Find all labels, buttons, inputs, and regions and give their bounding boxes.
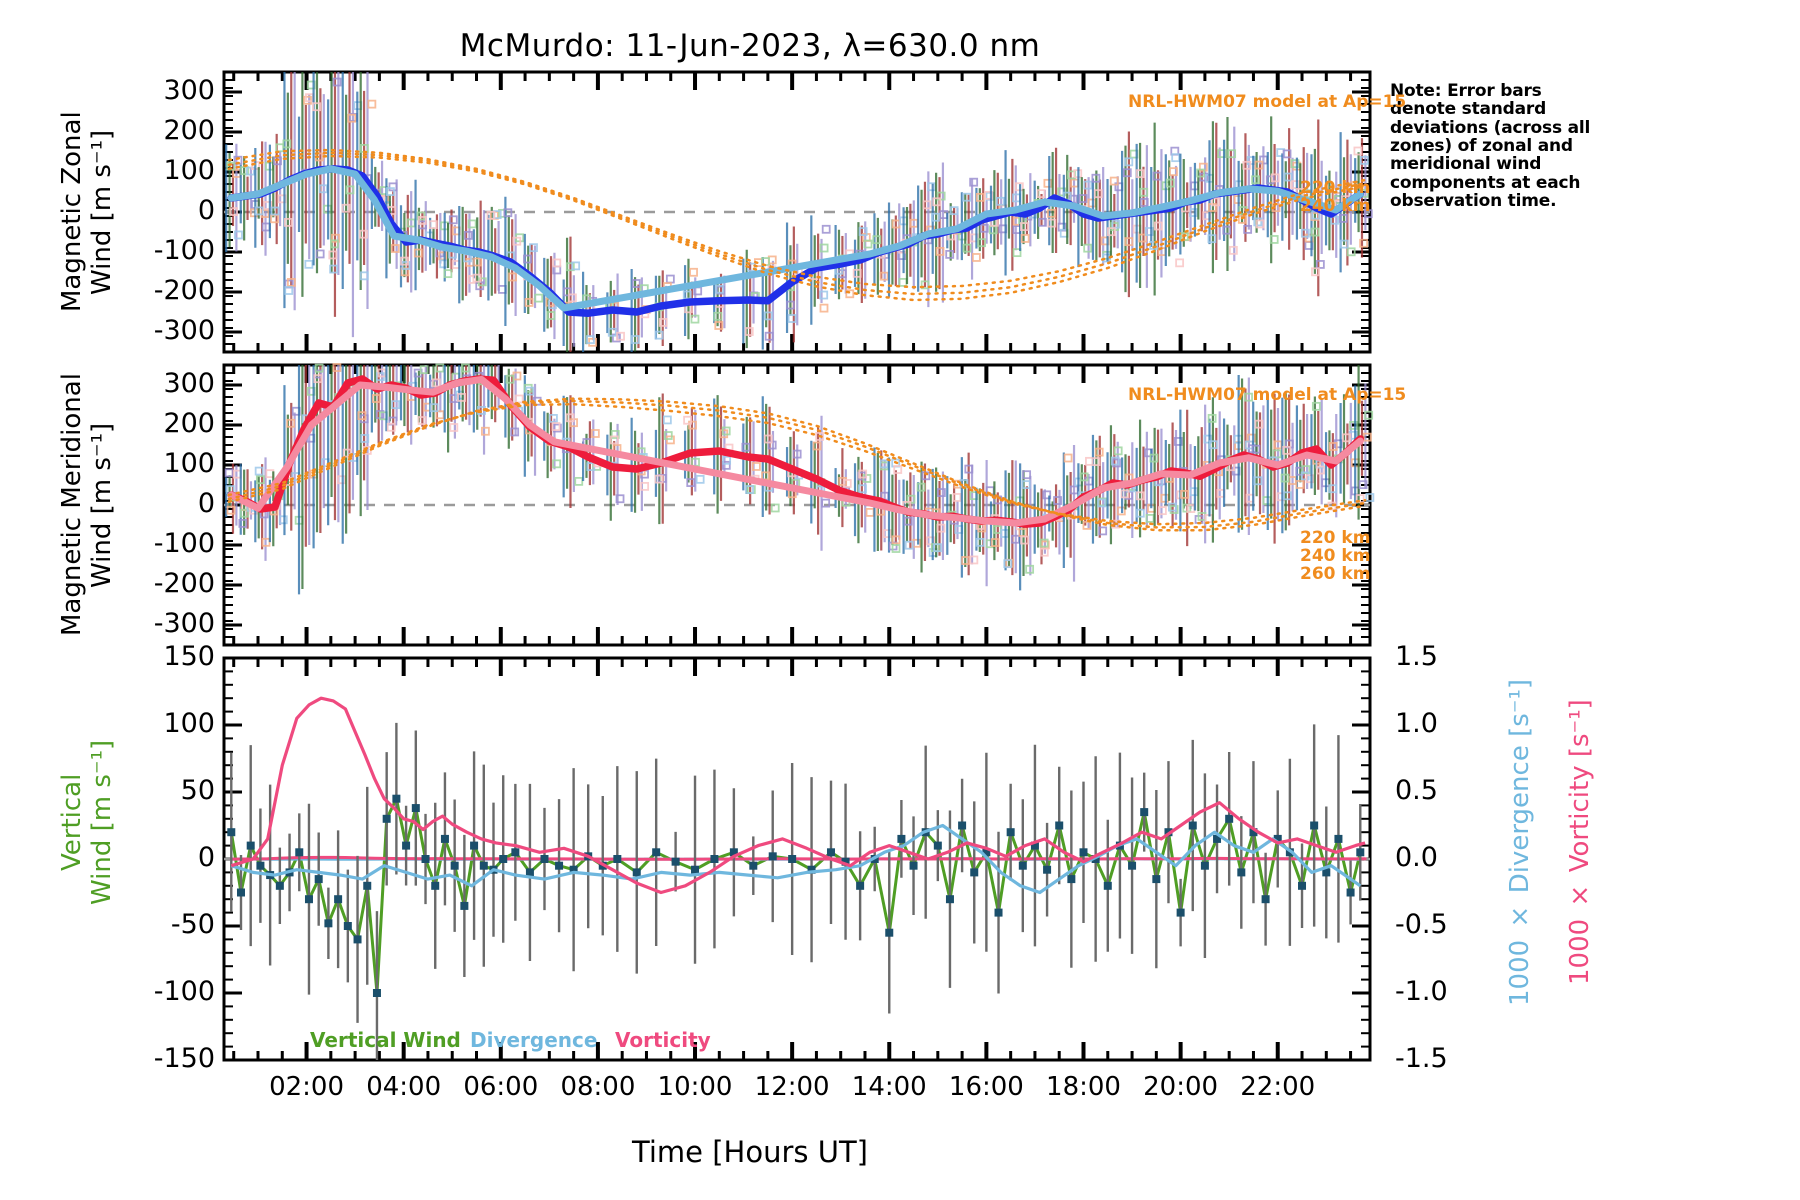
y-tick-label: -100: [153, 235, 215, 266]
x-tick-label: 02:00: [269, 1072, 345, 1102]
y-axis-title-meridional: Magnetic Meridional Wind [m s⁻¹]: [57, 373, 117, 637]
alt-label-260-mid: 260 km: [1300, 564, 1371, 584]
y-tick-label: 50: [180, 775, 215, 806]
alt-label-240: 240 km: [1300, 196, 1371, 216]
x-axis-title: Time [Hours UT]: [632, 1135, 868, 1169]
x-tick-label: 12:00: [754, 1072, 830, 1102]
y-tick-label: 200: [163, 115, 215, 146]
y-tick-label: 200: [163, 408, 215, 439]
y-axis-title-vertical: Vertical Wind [m s⁻¹]: [57, 739, 117, 905]
x-tick-label: 08:00: [560, 1072, 636, 1102]
legend-item-divergence[interactable]: Divergence: [470, 1028, 598, 1052]
x-tick-label: 20:00: [1143, 1072, 1219, 1102]
y-axis-title-vorticity: 1000 × Vorticity [s⁻¹]: [1565, 699, 1595, 985]
y-tick-label: 100: [163, 448, 215, 479]
alt-label-220-mid: 220 km: [1300, 528, 1371, 548]
y-tick-label: 100: [163, 708, 215, 739]
legend-item-vertical-wind[interactable]: Vertical Wind: [310, 1028, 461, 1052]
y-tick-label-right: 1.0: [1395, 708, 1438, 739]
page-title: McMurdo: 11-Jun-2023, λ=630.0 nm: [459, 28, 1041, 64]
y-tick-label: -100: [153, 976, 215, 1007]
x-tick-label: 22:00: [1240, 1072, 1316, 1102]
y-tick-label: -200: [153, 275, 215, 306]
y-axis-title-divergence: 1000 × Divergence [s⁻¹]: [1505, 678, 1535, 1006]
x-tick-label: 14:00: [851, 1072, 927, 1102]
y-tick-label: -300: [153, 608, 215, 639]
y-tick-label: 0: [197, 842, 215, 873]
y-tick-label: 100: [163, 155, 215, 186]
y-tick-label: -200: [153, 568, 215, 599]
y-tick-label: -100: [153, 528, 215, 559]
y-tick-label-right: 0.0: [1395, 842, 1438, 873]
y-tick-label: -50: [170, 909, 215, 940]
alt-label-240-mid: 240 km: [1300, 546, 1371, 566]
y-tick-label: -150: [153, 1043, 215, 1074]
y-tick-label: 300: [163, 75, 215, 106]
y-tick-label-right: -1.0: [1395, 976, 1448, 1007]
x-tick-label: 16:00: [948, 1072, 1024, 1102]
y-tick-label: 0: [197, 488, 215, 519]
y-tick-label-right: -0.5: [1395, 909, 1448, 940]
y-tick-label: 300: [163, 368, 215, 399]
hwm-annotation: NRL-HWM07 model at Ap=15: [1128, 385, 1407, 405]
y-tick-label-right: 0.5: [1395, 775, 1438, 806]
note-text: Note: Error bars denote standard deviati…: [1390, 81, 1591, 212]
y-axis-title-zonal: Magnetic Zonal Wind [m s⁻¹]: [57, 111, 117, 313]
legend-item-vorticity[interactable]: Vorticity: [615, 1028, 711, 1052]
y-tick-label: -300: [153, 315, 215, 346]
x-tick-label: 04:00: [366, 1072, 442, 1102]
x-tick-label: 18:00: [1046, 1072, 1121, 1102]
y-tick-label: 0: [197, 195, 215, 226]
y-tick-label-right: -1.5: [1395, 1043, 1448, 1074]
x-tick-label: 10:00: [657, 1072, 733, 1102]
x-tick-label: 06:00: [463, 1072, 539, 1102]
y-tick-label-right: 1.5: [1395, 641, 1438, 672]
alt-label-220: 220 km: [1300, 178, 1371, 198]
hwm-annotation: NRL-HWM07 model at Ap=15: [1128, 92, 1407, 112]
y-tick-label: 150: [163, 641, 215, 672]
